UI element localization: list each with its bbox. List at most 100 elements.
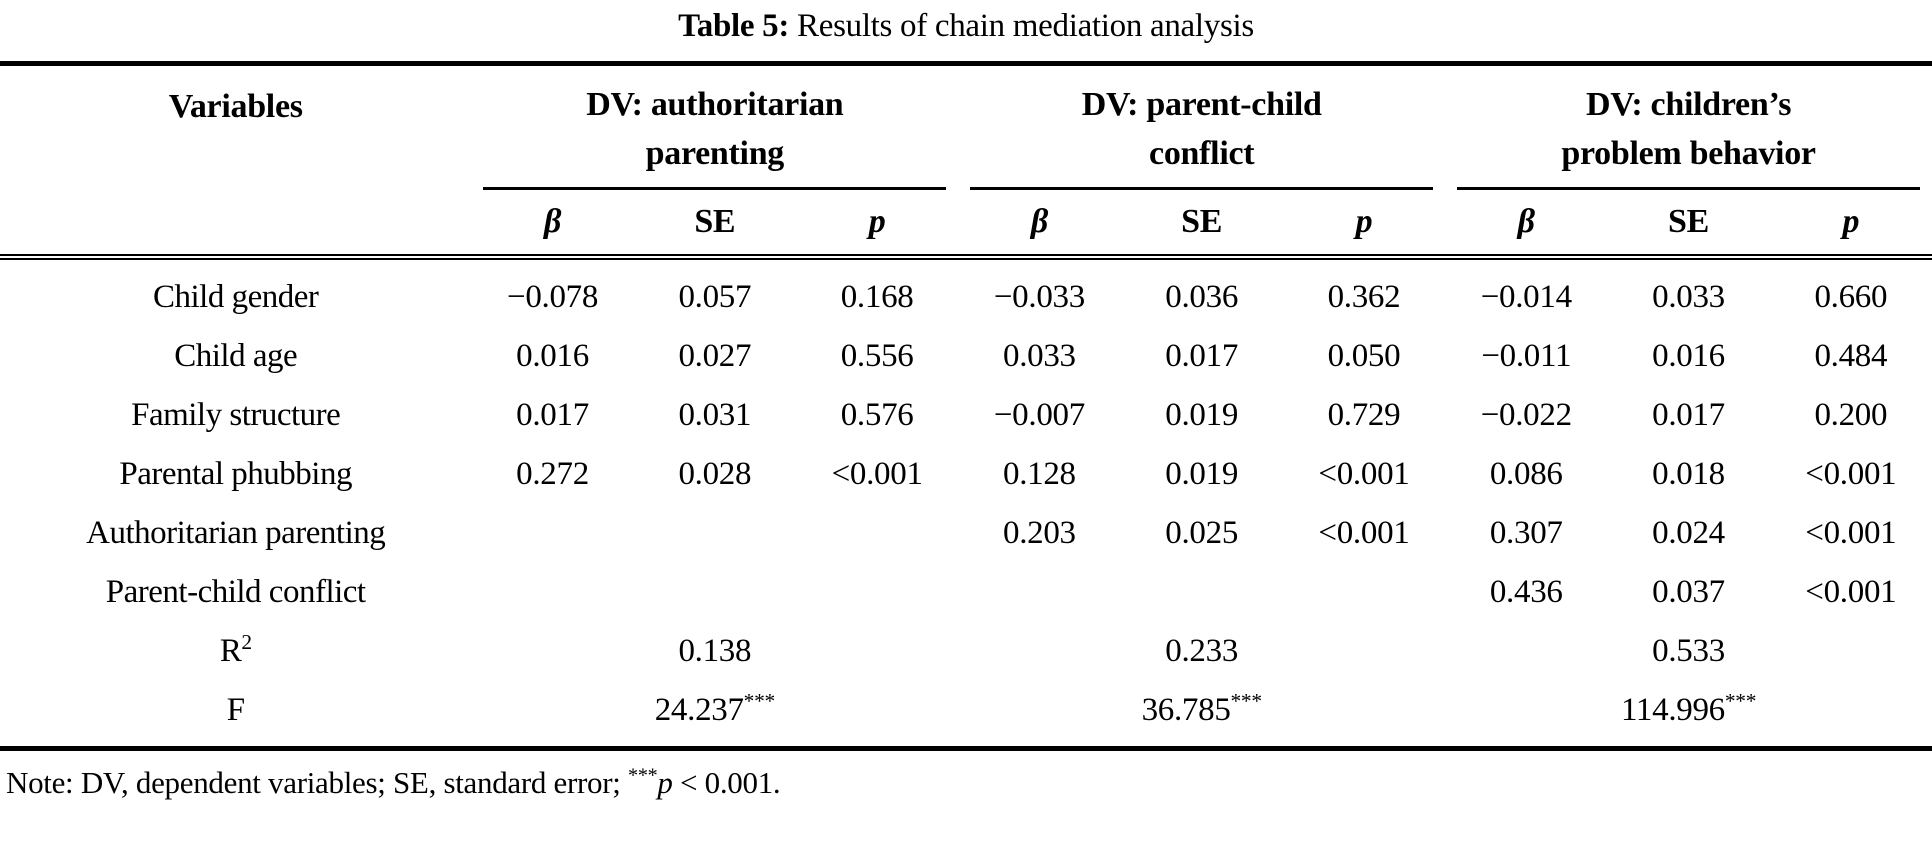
r-squared-value: 0.138 (678, 632, 752, 669)
cell-value: −0.022 (1480, 396, 1572, 433)
row-label: Parent-child conflict (105, 573, 366, 610)
cell-value: 0.036 (1165, 278, 1239, 315)
results-table: Variables DV: authoritarian parenting DV… (0, 61, 1932, 751)
cell-value: 0.128 (1003, 455, 1076, 492)
cell-value (471, 504, 633, 563)
group-header-row: Variables DV: authoritarian parenting DV… (0, 63, 1932, 260)
f-value: 24.237*** (471, 680, 959, 751)
row-label: Parental phubbing (119, 455, 352, 492)
r-squared-row: R2 0.138 0.233 0.533 (0, 622, 1932, 681)
row-label: Child age (174, 337, 298, 374)
cell-value: 0.027 (678, 337, 752, 374)
cell-value: 0.307 (1489, 514, 1563, 551)
cell-value: 0.203 (1003, 514, 1076, 551)
cell-value: <0.001 (1805, 455, 1897, 492)
cell-value: −0.078 (507, 278, 599, 315)
cell-value: 0.025 (1165, 514, 1239, 551)
cell-value: 0.050 (1327, 337, 1401, 374)
cell-value: <0.001 (1318, 514, 1410, 551)
cell-value: 0.018 (1652, 455, 1725, 492)
cell-value: 0.016 (1652, 337, 1725, 374)
group-header-line2: problem behavior (1561, 135, 1816, 173)
col-header-se: SE (1607, 189, 1770, 260)
table-footnote: Note: DV, dependent variables; SE, stand… (6, 765, 1932, 801)
cell-value (958, 563, 1120, 622)
cell-value: 0.436 (1489, 573, 1563, 610)
footnote-suffix: < 0.001. (672, 764, 781, 800)
row-label-f: F (0, 680, 472, 751)
table-title-label: Table 5: (678, 8, 790, 44)
group-header-line2: conflict (1149, 135, 1255, 173)
cell-value: 0.272 (516, 455, 589, 492)
significance-stars: *** (628, 764, 658, 787)
cell-value (634, 504, 796, 563)
table-row: Parental phubbing 0.272 0.028 <0.001 0.1… (0, 445, 1932, 504)
col-header-p: p (1282, 189, 1446, 260)
r-squared-value: 0.533 (1652, 632, 1725, 669)
significance-stars: *** (743, 688, 776, 713)
col-header-p: p (795, 189, 959, 260)
group-header-line1: DV: parent-child (1081, 86, 1322, 123)
cell-value: 0.037 (1652, 573, 1725, 610)
group-header-line1: DV: authoritarian (586, 86, 844, 123)
col-header-se: SE (1120, 189, 1283, 260)
cell-value: 0.168 (840, 278, 914, 315)
col-header-p: p (1769, 189, 1932, 260)
cell-value: 0.362 (1327, 278, 1401, 315)
table-row: Child gender −0.078 0.057 0.168 −0.033 0… (0, 257, 1932, 327)
row-label: Family structure (131, 396, 341, 433)
table-title-text: Results of chain mediation analysis (797, 8, 1254, 44)
f-value: 114.996*** (1445, 680, 1932, 751)
cell-value: 0.019 (1165, 455, 1239, 492)
table-title: Table 5: Results of chain mediation anal… (0, 8, 1932, 45)
cell-value: −0.014 (1480, 278, 1572, 315)
cell-value: 0.033 (1003, 337, 1076, 374)
cell-value: 0.033 (1652, 278, 1725, 315)
cell-value (471, 563, 633, 622)
cell-value: 0.057 (678, 278, 752, 315)
table-row: Child age 0.016 0.027 0.556 0.033 0.017 … (0, 327, 1932, 386)
group-header-line2: parenting (645, 135, 785, 173)
group-header-parent-child-conflict: DV: parent-child conflict (958, 64, 1445, 190)
cell-value: −0.033 (993, 278, 1085, 315)
col-header-beta: β (471, 189, 634, 260)
f-value: 36.785*** (958, 680, 1446, 751)
cell-value: 0.660 (1814, 278, 1888, 315)
p-symbol: p (657, 764, 673, 800)
cell-value: 0.086 (1489, 455, 1563, 492)
cell-value: 0.028 (678, 455, 752, 492)
cell-value: <0.001 (1805, 514, 1897, 551)
cell-value: −0.011 (1481, 337, 1572, 374)
cell-value: 0.019 (1165, 396, 1239, 433)
table-row: Family structure 0.017 0.031 0.576 −0.00… (0, 386, 1932, 445)
row-label-r-squared: R2 (219, 629, 252, 669)
row-label: Authoritarian parenting (86, 514, 386, 551)
col-header-se: SE (633, 189, 796, 260)
cell-value: <0.001 (1805, 573, 1897, 610)
significance-stars: *** (1230, 688, 1263, 713)
cell-value: <0.001 (1318, 455, 1410, 492)
cell-value (796, 563, 958, 622)
cell-value: <0.001 (831, 455, 923, 492)
col-header-beta: β (958, 189, 1121, 260)
row-label: Child gender (153, 278, 319, 315)
table-row: Authoritarian parenting 0.203 0.025 <0.0… (0, 504, 1932, 563)
cell-value: 0.016 (516, 337, 589, 374)
subheader-row: β SE p β SE p β SE p (0, 189, 1932, 260)
cell-value (796, 504, 958, 563)
variables-header: Variables (0, 63, 472, 260)
cell-value: 0.017 (516, 396, 589, 433)
group-header-children-problem-behavior: DV: children’s problem behavior (1445, 64, 1932, 190)
cell-value: 0.484 (1814, 337, 1888, 374)
table-row: Parent-child conflict 0.436 0.037 <0.001 (0, 563, 1932, 622)
cell-value: 0.729 (1327, 396, 1401, 433)
cell-value (1121, 563, 1283, 622)
cell-value (1283, 563, 1445, 622)
f-statistic-row: F 24.237*** 36.785*** 114.996*** (0, 680, 1932, 751)
group-header-line1: DV: children’s (1585, 86, 1792, 123)
cell-value: 0.024 (1652, 514, 1725, 551)
group-header-authoritarian-parenting: DV: authoritarian parenting (471, 64, 958, 190)
significance-stars: *** (1724, 688, 1757, 713)
cell-value: 0.200 (1814, 396, 1888, 433)
